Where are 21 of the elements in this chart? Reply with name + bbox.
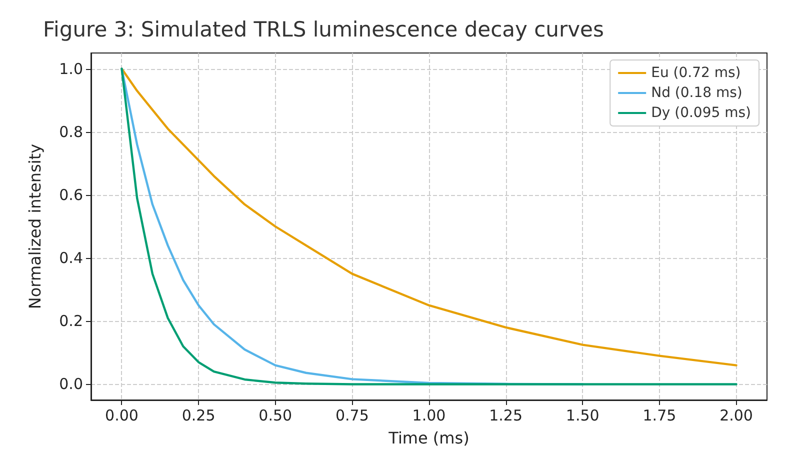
x-tick-label: 0.75 [335, 406, 369, 424]
x-tick-label: 1.50 [566, 406, 600, 424]
y-axis-title: Normalized intensity [26, 144, 44, 310]
legend-label: Dy (0.095 ms) [651, 105, 752, 121]
x-tick-label: 0.00 [105, 406, 138, 424]
legend-label: Nd (0.18 ms) [651, 85, 742, 101]
y-tick-label: 0.0 [59, 375, 83, 394]
x-tick-label: 1.00 [412, 406, 446, 424]
y-tick-label: 0.6 [59, 186, 83, 204]
y-tick-label: 1.0 [59, 60, 83, 78]
chart-title: Figure 3: Simulated TRLS luminescence decay curves [43, 18, 604, 42]
x-tick-label: 1.75 [642, 406, 676, 424]
legend-label: Eu (0.72 ms) [651, 65, 741, 81]
x-tick-label: 0.25 [182, 406, 216, 424]
x-tick-label: 2.00 [720, 406, 753, 424]
x-tick-label: 1.25 [489, 406, 523, 424]
y-tick-label: 0.8 [59, 122, 83, 141]
x-tick-label: 0.50 [258, 406, 292, 424]
x-axis-title: Time (ms) [388, 428, 470, 448]
y-tick-label: 0.2 [59, 312, 83, 330]
y-tick-label: 0.4 [59, 249, 83, 268]
